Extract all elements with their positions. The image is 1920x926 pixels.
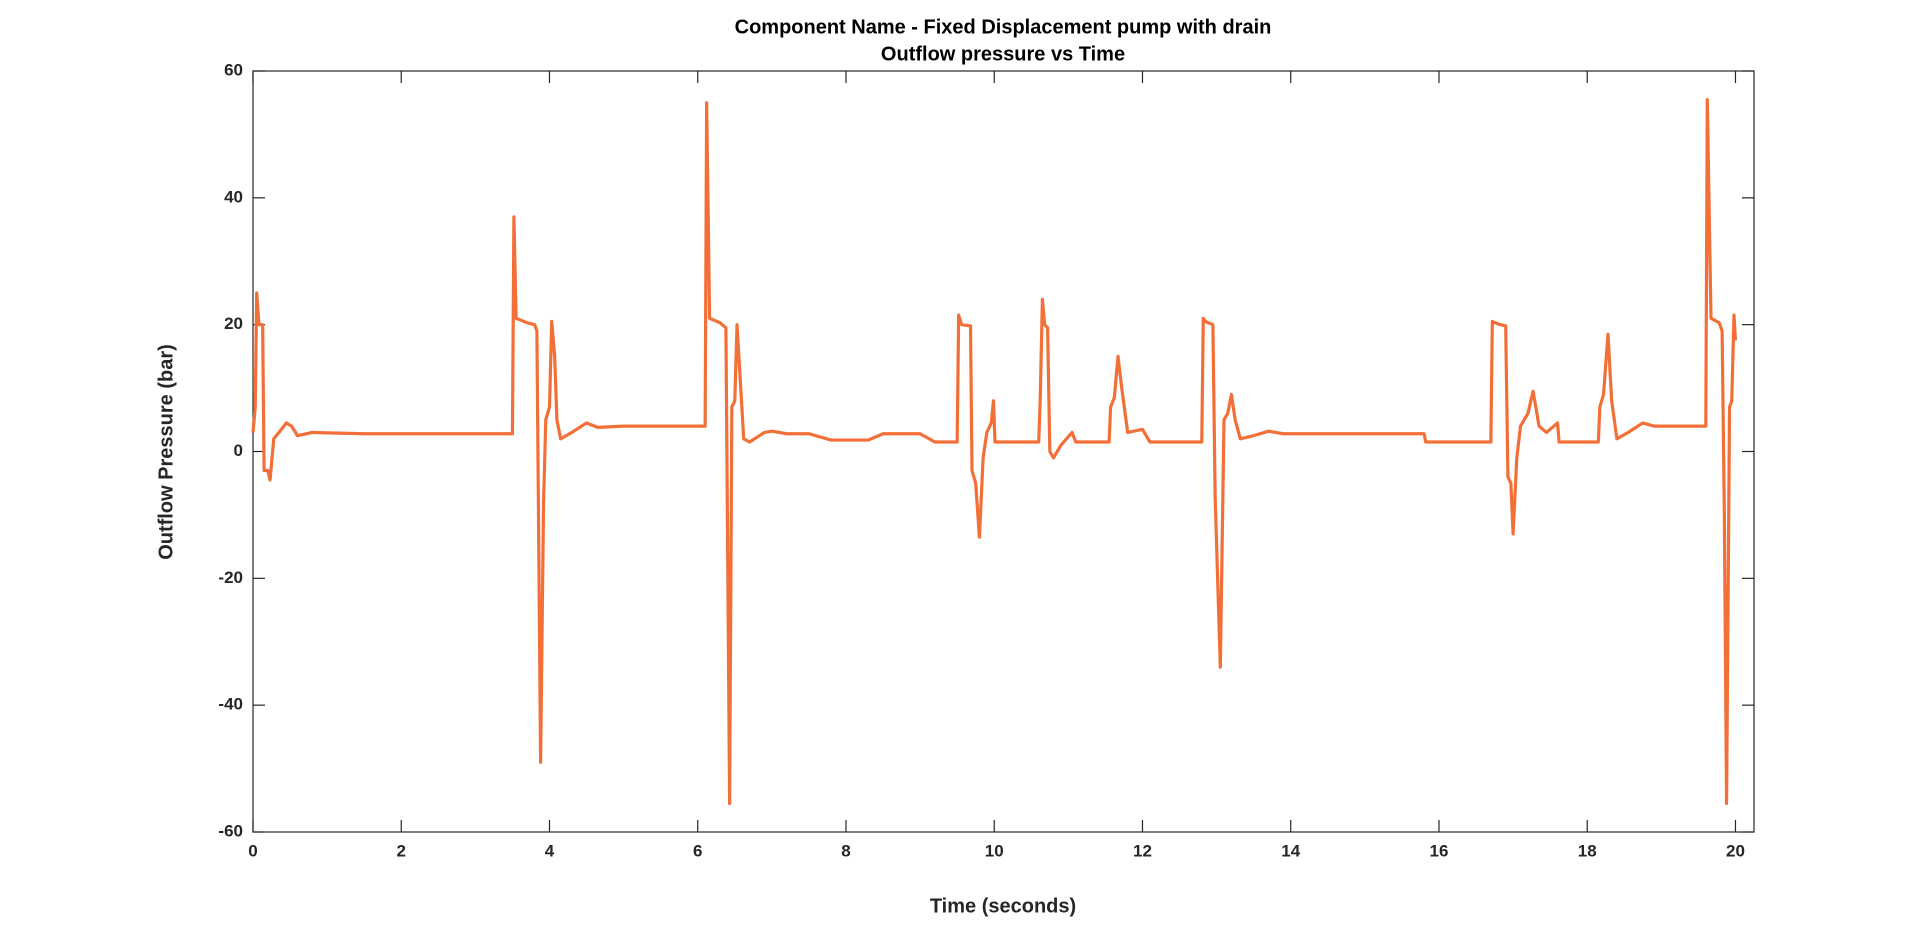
y-tick-label: -40 (218, 695, 243, 714)
x-tick-label: 6 (693, 841, 702, 860)
x-tick-label: 0 (248, 841, 257, 860)
y-tick-label: -20 (218, 568, 243, 587)
y-tick-label: 0 (234, 441, 243, 460)
x-axis-label: Time (seconds) (930, 895, 1076, 917)
x-tick-label: 8 (841, 841, 850, 860)
x-tick-label: 12 (1133, 841, 1152, 860)
x-tick-label: 20 (1726, 841, 1745, 860)
x-tick-label: 10 (985, 841, 1004, 860)
x-tick-label: 16 (1430, 841, 1449, 860)
y-tick-label: 40 (224, 187, 243, 206)
chart-title: Component Name - Fixed Displacement pump… (735, 16, 1272, 38)
data-line (251, 97, 1738, 806)
x-tick-label: 18 (1578, 841, 1597, 860)
x-tick-label: 2 (397, 841, 406, 860)
plot-frame (252, 70, 1755, 833)
x-tick-label: 14 (1281, 841, 1300, 860)
y-tick-label: 20 (224, 314, 243, 333)
x-tick-label: 4 (545, 841, 555, 860)
y-tick-label: -60 (218, 821, 243, 840)
y-axis-label: Outflow Pressure (bar) (155, 344, 177, 560)
chart-subtitle: Outflow pressure vs Time (881, 43, 1125, 65)
y-tick-label: 60 (224, 60, 243, 79)
